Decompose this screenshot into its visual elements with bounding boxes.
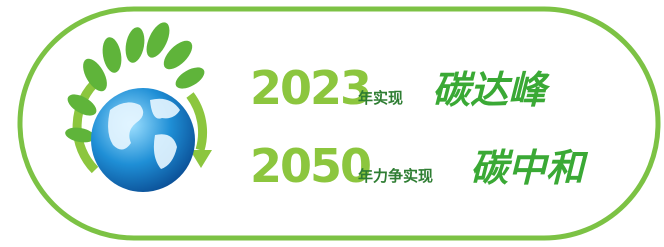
- goal: 碳达峰: [432, 67, 551, 112]
- globe-icon: [64, 19, 212, 192]
- caption: 年力争实现: [358, 167, 433, 185]
- year: 2050: [250, 139, 370, 193]
- year: 2023: [250, 61, 370, 115]
- goal: 碳中和: [470, 145, 589, 190]
- banner: 2023 年实现 碳达峰 2050 年力争实现 碳中和: [0, 0, 664, 247]
- row-2: 2050 年力争实现 碳中和: [250, 139, 589, 193]
- row-1: 2023 年实现 碳达峰: [250, 61, 551, 115]
- caption: 年实现: [358, 89, 403, 107]
